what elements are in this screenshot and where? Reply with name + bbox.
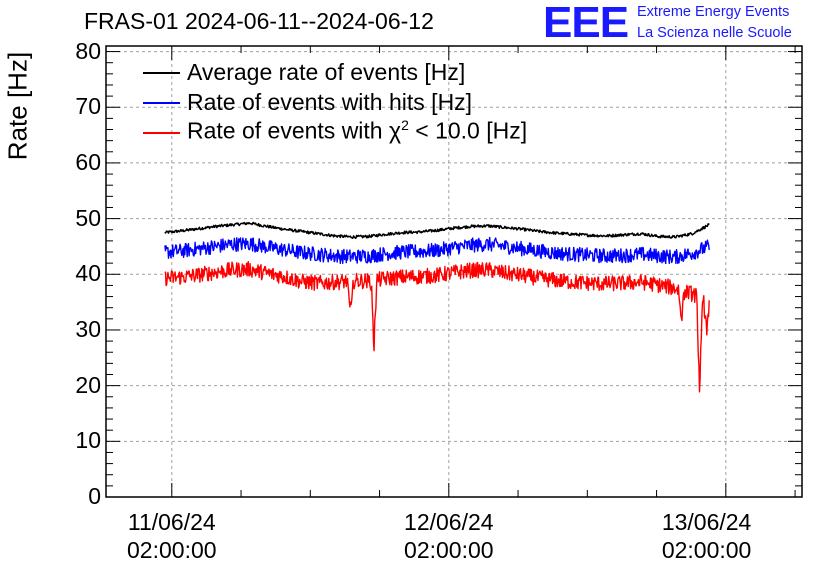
legend-chi2-suffix: < 10.0 [Hz] bbox=[408, 117, 528, 144]
y-tick-label-20: 20 bbox=[75, 371, 101, 398]
series-line-1 bbox=[164, 236, 710, 265]
chart-title: FRAS-01 2024-06-11--2024-06-12 bbox=[84, 8, 434, 34]
logo-line-2: La Scienza nelle Scuole bbox=[637, 25, 792, 41]
y-axis-label: Rate [Hz] bbox=[2, 51, 33, 161]
plot-frame bbox=[105, 45, 803, 498]
legend-chi2-symbol: χ bbox=[389, 117, 402, 144]
x-tick-date-1: 12/06/24 bbox=[404, 509, 494, 535]
y-tick-label-30: 30 bbox=[75, 315, 101, 342]
x-tick-time-2: 02:00:00 bbox=[661, 537, 752, 563]
logo-line-1: Extreme Energy Events bbox=[637, 4, 790, 20]
legend-swatch-hits bbox=[143, 102, 180, 104]
x-tick-label-2: 13/06/24 02:00:00 bbox=[662, 508, 762, 564]
x-tick-label-0: 11/06/24 02:00:00 bbox=[112, 508, 232, 564]
y-tick-label-70: 70 bbox=[75, 93, 101, 120]
series-line-2 bbox=[164, 261, 710, 393]
legend-chi2-superscript: 2 bbox=[401, 117, 409, 133]
x-tick-label-1: 12/06/24 02:00:00 bbox=[389, 508, 509, 564]
y-tick-label-10: 10 bbox=[75, 427, 101, 454]
y-tick-label-0: 0 bbox=[88, 483, 101, 509]
legend-label-hits: Rate of events with hits [Hz] bbox=[187, 89, 473, 115]
y-tick-label-80: 80 bbox=[75, 37, 101, 64]
legend-swatch-chi2 bbox=[143, 132, 180, 134]
legend-label-chi2: Rate of events with χ2 < 10.0 [Hz] bbox=[187, 117, 527, 145]
eee-logo: EEE bbox=[543, 0, 629, 47]
legend-chi2-prefix: Rate of events with bbox=[187, 117, 389, 144]
series-line-0 bbox=[164, 221, 710, 239]
x-tick-time-0: 02:00:00 bbox=[127, 537, 217, 563]
x-tick-time-1: 02:00:00 bbox=[404, 537, 494, 563]
y-tick-label-50: 50 bbox=[75, 204, 101, 231]
legend-label-average: Average rate of events [Hz] bbox=[187, 59, 466, 85]
x-tick-date-2: 13/06/24 bbox=[661, 509, 752, 535]
x-tick-date-0: 11/06/24 bbox=[127, 509, 216, 535]
y-tick-label-60: 60 bbox=[75, 148, 101, 175]
legend-swatch-average bbox=[143, 72, 180, 74]
y-tick-label-40: 40 bbox=[75, 260, 101, 287]
